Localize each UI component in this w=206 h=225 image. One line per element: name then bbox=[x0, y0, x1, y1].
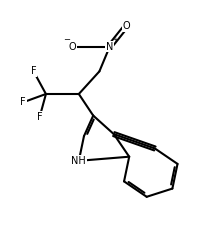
Text: F: F bbox=[37, 112, 42, 122]
Text: −: − bbox=[63, 36, 70, 45]
Text: N: N bbox=[105, 42, 113, 52]
Text: O: O bbox=[122, 21, 129, 31]
Text: F: F bbox=[31, 66, 36, 76]
Text: O: O bbox=[69, 42, 76, 52]
Text: F: F bbox=[20, 97, 26, 107]
Text: +: + bbox=[111, 37, 117, 43]
Text: NH: NH bbox=[71, 156, 86, 166]
